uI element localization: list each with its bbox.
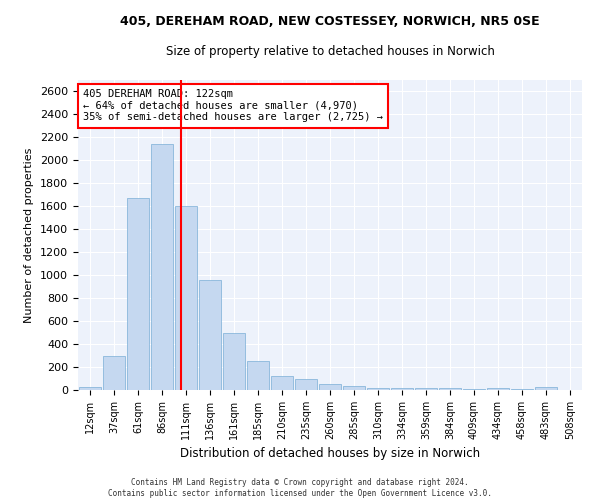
Bar bbox=[79, 387, 101, 390]
Text: Size of property relative to detached houses in Norwich: Size of property relative to detached ho… bbox=[166, 45, 494, 58]
X-axis label: Distribution of detached houses by size in Norwich: Distribution of detached houses by size … bbox=[180, 448, 480, 460]
Bar bbox=[151, 144, 173, 390]
Text: 405 DEREHAM ROAD: 122sqm
← 64% of detached houses are smaller (4,970)
35% of sem: 405 DEREHAM ROAD: 122sqm ← 64% of detach… bbox=[83, 90, 383, 122]
Bar bbox=[319, 384, 341, 390]
Bar bbox=[415, 388, 437, 390]
Bar bbox=[463, 389, 485, 390]
Bar bbox=[199, 280, 221, 390]
Bar bbox=[223, 332, 245, 390]
Text: Contains HM Land Registry data © Crown copyright and database right 2024.
Contai: Contains HM Land Registry data © Crown c… bbox=[108, 478, 492, 498]
Bar bbox=[391, 388, 413, 390]
Bar bbox=[535, 387, 557, 390]
Bar bbox=[127, 198, 149, 390]
Bar bbox=[439, 388, 461, 390]
Bar bbox=[295, 378, 317, 390]
Bar bbox=[343, 386, 365, 390]
Bar bbox=[247, 362, 269, 390]
Bar bbox=[271, 376, 293, 390]
Text: 405, DEREHAM ROAD, NEW COSTESSEY, NORWICH, NR5 0SE: 405, DEREHAM ROAD, NEW COSTESSEY, NORWIC… bbox=[120, 15, 540, 28]
Bar bbox=[175, 206, 197, 390]
Bar bbox=[103, 356, 125, 390]
Bar bbox=[367, 388, 389, 390]
Y-axis label: Number of detached properties: Number of detached properties bbox=[25, 148, 34, 322]
Bar bbox=[487, 388, 509, 390]
